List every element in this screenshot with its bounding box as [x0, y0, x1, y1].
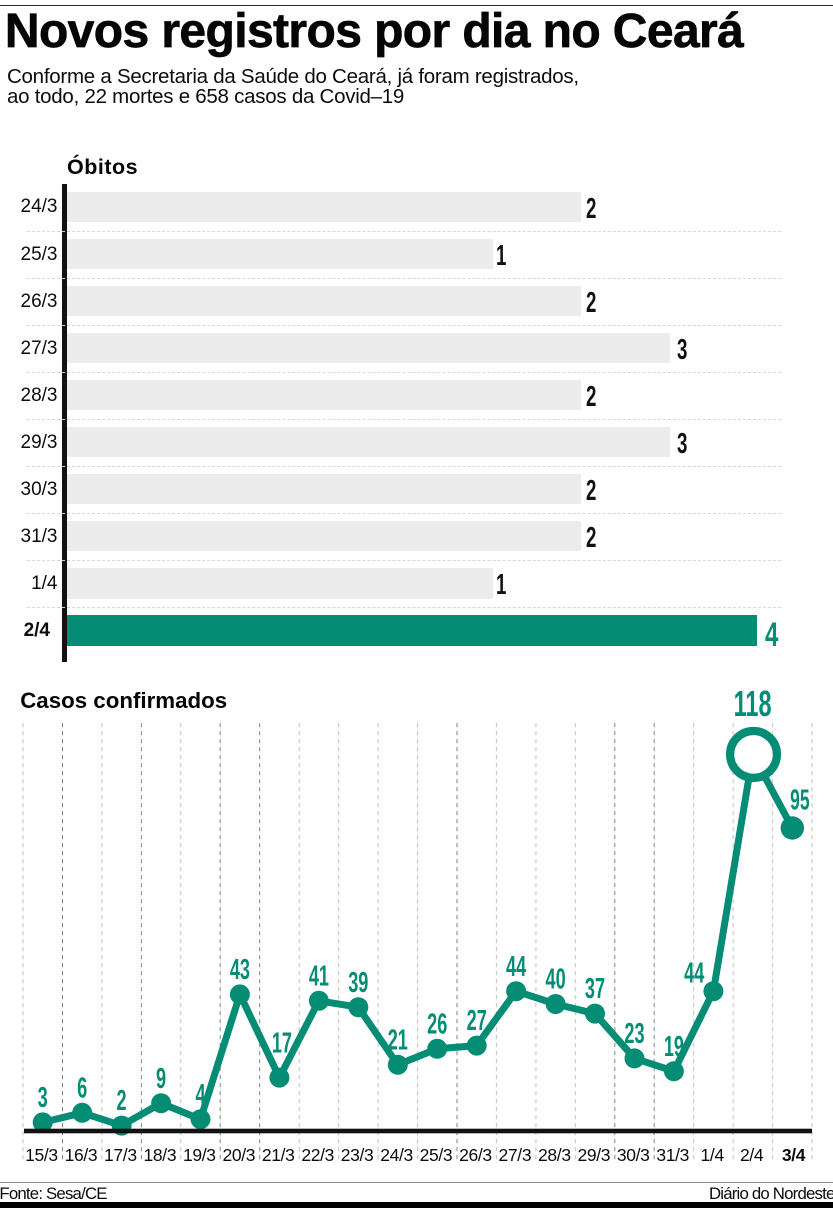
svg-text:23: 23	[624, 1018, 644, 1050]
svg-text:27: 27	[467, 1005, 487, 1037]
svg-text:17: 17	[272, 1027, 292, 1059]
svg-text:19: 19	[664, 1031, 684, 1063]
svg-text:95: 95	[790, 784, 810, 815]
svg-text:118: 118	[734, 684, 772, 724]
svg-text:40: 40	[546, 964, 566, 996]
svg-text:9: 9	[156, 1063, 166, 1095]
svg-text:3: 3	[38, 1082, 48, 1114]
svg-text:41: 41	[309, 960, 329, 992]
svg-text:44: 44	[684, 957, 705, 989]
svg-text:26: 26	[427, 1008, 447, 1040]
svg-text:37: 37	[585, 973, 605, 1005]
svg-text:4: 4	[195, 1079, 206, 1111]
svg-text:39: 39	[348, 967, 368, 999]
svg-text:2: 2	[117, 1085, 127, 1117]
svg-text:43: 43	[230, 954, 250, 986]
svg-text:21: 21	[388, 1024, 408, 1056]
svg-text:44: 44	[506, 951, 527, 983]
svg-text:6: 6	[77, 1072, 87, 1104]
